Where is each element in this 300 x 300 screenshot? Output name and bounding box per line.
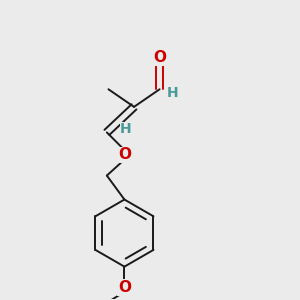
Text: H: H [120, 122, 132, 136]
Text: H: H [167, 86, 178, 100]
Text: O: O [118, 280, 131, 295]
Text: O: O [118, 147, 131, 162]
Text: O: O [153, 50, 166, 65]
